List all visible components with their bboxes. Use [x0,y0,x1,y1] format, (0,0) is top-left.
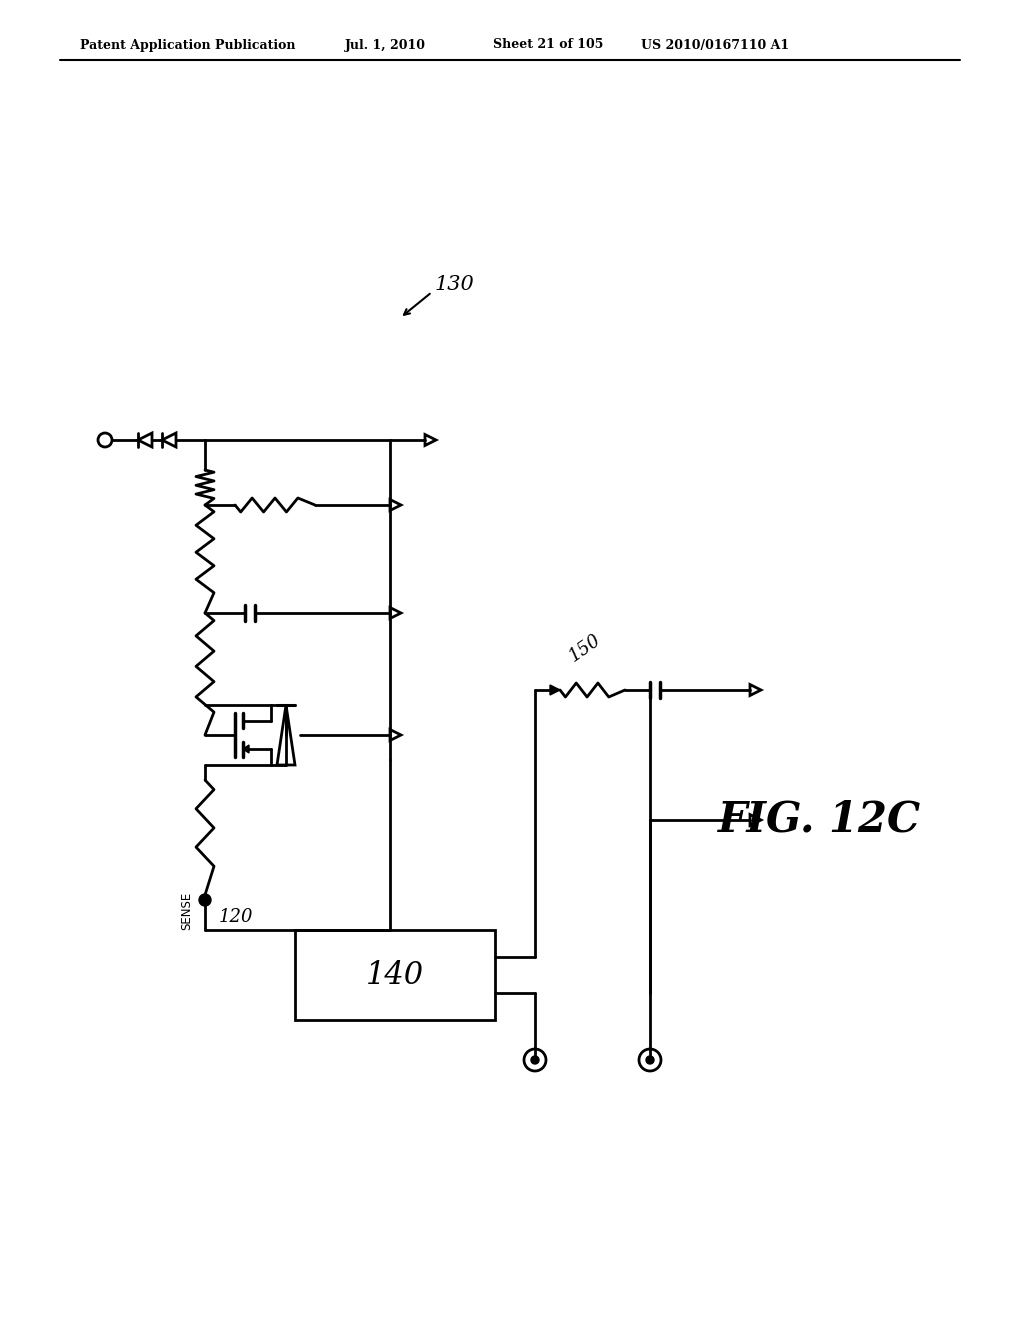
Polygon shape [243,744,249,752]
Text: Sheet 21 of 105: Sheet 21 of 105 [493,38,603,51]
Polygon shape [550,685,560,696]
Text: Jul. 1, 2010: Jul. 1, 2010 [344,38,426,51]
Text: 120: 120 [219,908,254,927]
Text: FIG. 12C: FIG. 12C [719,799,922,841]
Circle shape [531,1056,539,1064]
Text: SENSE: SENSE [180,892,193,931]
Bar [295,931,495,1020]
Text: 130: 130 [435,276,475,294]
Text: 150: 150 [565,631,604,665]
Circle shape [646,1056,654,1064]
Text: US 2010/0167110 A1: US 2010/0167110 A1 [641,38,790,51]
Circle shape [199,894,211,906]
Text: 140: 140 [366,960,424,990]
Text: Patent Application Publication: Patent Application Publication [80,38,296,51]
